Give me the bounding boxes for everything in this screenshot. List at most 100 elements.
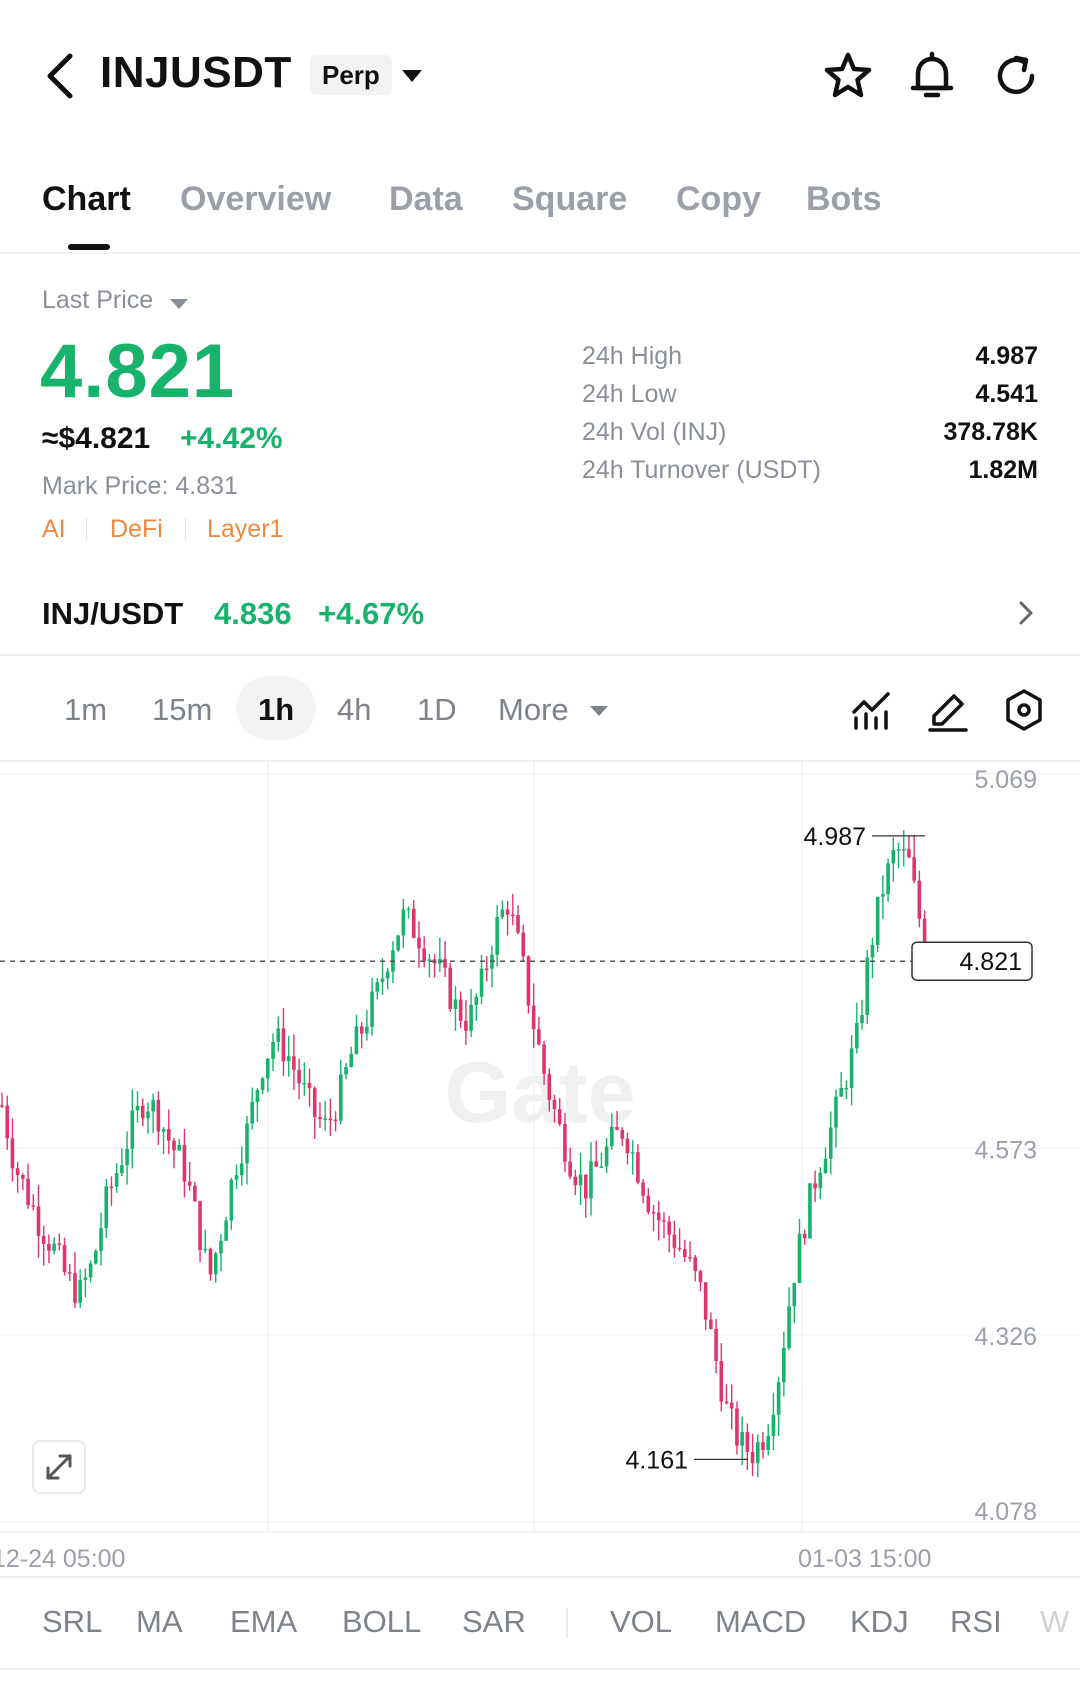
refresh-icon[interactable] bbox=[990, 50, 1042, 102]
candle-body bbox=[839, 1087, 843, 1097]
expand-icon bbox=[46, 1454, 72, 1480]
candle-body bbox=[656, 1212, 661, 1221]
candle-body bbox=[370, 991, 374, 1027]
star-icon[interactable] bbox=[822, 50, 874, 102]
tab-copy[interactable]: Copy bbox=[676, 180, 761, 218]
tab-square[interactable]: Square bbox=[512, 180, 628, 218]
candle-body bbox=[610, 1126, 614, 1147]
candle-body bbox=[187, 1181, 192, 1186]
candle-body bbox=[52, 1243, 56, 1251]
candle-body bbox=[703, 1282, 708, 1320]
indicator-more-w[interactable]: W bbox=[1040, 1604, 1070, 1639]
chevron-right-icon[interactable] bbox=[1014, 598, 1038, 628]
candle-body bbox=[365, 1026, 369, 1034]
current-price-box bbox=[911, 941, 1033, 981]
y-axis-tick-label: 4.573 bbox=[974, 1136, 1037, 1164]
candle-body bbox=[114, 1173, 119, 1187]
interval-1h[interactable]: 1h bbox=[258, 692, 295, 727]
candle-body bbox=[182, 1144, 187, 1182]
tab-overview[interactable]: Overview bbox=[180, 180, 332, 218]
caret-down-icon[interactable] bbox=[402, 70, 422, 82]
stat-vol-label: 24h Vol (INJ) bbox=[582, 418, 727, 446]
indicator-srl[interactable]: SRL bbox=[42, 1604, 103, 1639]
indicator-kdj[interactable]: KDJ bbox=[850, 1604, 909, 1639]
main-tabs: Chart Overview Data Square Copy Bots bbox=[0, 160, 1080, 254]
candle-body bbox=[761, 1442, 765, 1450]
current-price-label: 4.821 bbox=[959, 948, 1022, 976]
candle-body bbox=[5, 1105, 10, 1139]
candle-body bbox=[917, 880, 922, 919]
candle-body bbox=[193, 1185, 197, 1202]
symbol-title[interactable]: INJUSDT bbox=[100, 48, 292, 97]
candle-body bbox=[693, 1257, 698, 1272]
contract-type-badge[interactable]: Perp bbox=[310, 55, 392, 95]
fullscreen-expand-button[interactable] bbox=[32, 1440, 86, 1494]
candle-body bbox=[667, 1221, 671, 1235]
indicator-ma[interactable]: MA bbox=[136, 1604, 183, 1639]
candle-body bbox=[589, 1161, 593, 1199]
candle-body bbox=[109, 1186, 114, 1188]
interval-more[interactable]: More bbox=[498, 692, 569, 727]
tab-bots[interactable]: Bots bbox=[806, 180, 882, 218]
tag-ai[interactable]: AI bbox=[42, 515, 66, 543]
back-arrow-icon[interactable] bbox=[40, 52, 80, 100]
tab-chart[interactable]: Chart bbox=[42, 180, 131, 218]
tag-layer1[interactable]: Layer1 bbox=[207, 515, 284, 543]
candle-body bbox=[583, 1174, 588, 1199]
caret-down-icon[interactable] bbox=[590, 706, 608, 716]
indicator-rsi[interactable]: RSI bbox=[950, 1604, 1002, 1639]
candle-body bbox=[203, 1248, 208, 1251]
candle-body bbox=[818, 1172, 823, 1189]
candle-body bbox=[511, 914, 515, 917]
interval-1m[interactable]: 1m bbox=[64, 692, 108, 727]
usd-approx-value: ≈$4.821 bbox=[42, 422, 151, 455]
candle-body bbox=[578, 1174, 583, 1186]
candlestick-chart[interactable]: Gate 5.069 4.573 4.326 4.078 12-24 05:00 01-0… bbox=[0, 762, 1080, 1573]
indicator-ema[interactable]: EMA bbox=[230, 1604, 298, 1639]
candle-body bbox=[297, 1069, 301, 1084]
candle-body bbox=[735, 1408, 739, 1446]
candle-body bbox=[10, 1138, 15, 1169]
candle-body bbox=[855, 1023, 859, 1049]
candle-body bbox=[912, 857, 916, 881]
candle-body bbox=[307, 1082, 312, 1089]
chart-canvas[interactable]: Gate 5.069 4.573 4.326 4.078 12-24 05:00 01-0… bbox=[0, 762, 1080, 1573]
indicator-boll[interactable]: BOLL bbox=[342, 1604, 422, 1639]
indicator-macd[interactable]: MACD bbox=[715, 1604, 807, 1639]
candle-body bbox=[458, 999, 463, 1021]
indicator-sar[interactable]: SAR bbox=[462, 1604, 526, 1639]
candle-body bbox=[177, 1144, 182, 1151]
candle-body bbox=[385, 971, 390, 979]
active-interval-pill bbox=[236, 676, 316, 740]
draw-pencil-icon[interactable] bbox=[924, 686, 972, 734]
interval-4h[interactable]: 4h bbox=[337, 692, 372, 727]
interval-1d[interactable]: 1D bbox=[417, 692, 457, 727]
indicator-vol[interactable]: VOL bbox=[610, 1604, 673, 1639]
settings-hexagon-icon[interactable] bbox=[1000, 686, 1048, 734]
tag-defi[interactable]: DeFi bbox=[110, 515, 163, 543]
spot-market-row[interactable]: INJ/USDT 4.836 +4.67% bbox=[0, 582, 1080, 656]
candle-body bbox=[714, 1328, 718, 1361]
candle-body bbox=[260, 1078, 265, 1090]
candle-body bbox=[125, 1148, 129, 1166]
candle-body bbox=[797, 1233, 802, 1283]
tab-data[interactable]: Data bbox=[389, 180, 463, 218]
candle-body bbox=[286, 1056, 291, 1062]
caret-down-icon[interactable] bbox=[170, 299, 188, 309]
candle-body bbox=[531, 1005, 536, 1030]
candle-body bbox=[662, 1220, 666, 1222]
indicator-chart-icon[interactable] bbox=[848, 686, 896, 734]
candle-body bbox=[740, 1432, 744, 1446]
active-tab-indicator bbox=[68, 244, 110, 250]
candle-body bbox=[719, 1360, 724, 1402]
candle-body bbox=[615, 1126, 619, 1130]
candle-body bbox=[292, 1056, 296, 1070]
candle-body bbox=[67, 1272, 72, 1274]
interval-15m[interactable]: 15m bbox=[152, 692, 213, 727]
candle-body bbox=[646, 1195, 651, 1212]
candle-body bbox=[516, 915, 520, 933]
last-price-label[interactable]: Last Price bbox=[42, 286, 154, 314]
bell-icon[interactable] bbox=[906, 50, 958, 102]
low-annotation-label: 4.161 bbox=[625, 1446, 688, 1474]
candle-body bbox=[625, 1138, 630, 1154]
